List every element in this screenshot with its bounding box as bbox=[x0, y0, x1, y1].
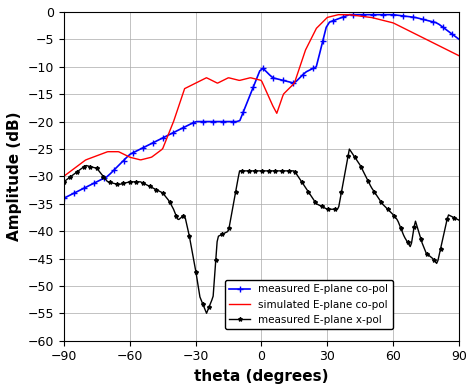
Legend: measured E-plane co-pol, simulated E-plane co-pol, measured E-plane x-pol: measured E-plane co-pol, simulated E-pla… bbox=[225, 280, 392, 329]
simulated E-plane co-pol bbox=[218, 79, 223, 84]
simulated E-plane co-pol bbox=[456, 54, 462, 58]
measured E-plane x-pol bbox=[346, 147, 352, 151]
measured E-plane x-pol bbox=[62, 179, 68, 183]
measured E-plane co-pol bbox=[167, 132, 173, 136]
Line: simulated E-plane co-pol: simulated E-plane co-pol bbox=[64, 15, 459, 176]
X-axis label: theta (degrees): theta (degrees) bbox=[194, 369, 328, 384]
measured E-plane co-pol bbox=[456, 37, 462, 42]
simulated E-plane co-pol bbox=[310, 34, 315, 38]
measured E-plane co-pol bbox=[280, 78, 286, 83]
measured E-plane co-pol bbox=[144, 143, 150, 148]
measured E-plane co-pol bbox=[333, 17, 339, 22]
measured E-plane x-pol bbox=[61, 179, 66, 184]
measured E-plane x-pol bbox=[298, 178, 303, 182]
measured E-plane x-pol bbox=[304, 188, 310, 192]
measured E-plane x-pol bbox=[296, 176, 302, 180]
simulated E-plane co-pol bbox=[109, 149, 114, 154]
simulated E-plane co-pol bbox=[337, 13, 342, 17]
simulated E-plane co-pol bbox=[349, 13, 355, 17]
measured E-plane x-pol bbox=[422, 247, 428, 252]
Line: measured E-plane co-pol: measured E-plane co-pol bbox=[61, 12, 462, 201]
measured E-plane co-pol bbox=[61, 196, 66, 201]
measured E-plane x-pol bbox=[397, 223, 402, 228]
Y-axis label: Amplitude (dB): Amplitude (dB) bbox=[7, 111, 22, 241]
simulated E-plane co-pol bbox=[61, 174, 66, 179]
Line: measured E-plane x-pol: measured E-plane x-pol bbox=[62, 147, 461, 316]
measured E-plane x-pol bbox=[456, 218, 462, 222]
simulated E-plane co-pol bbox=[347, 13, 353, 17]
simulated E-plane co-pol bbox=[190, 83, 195, 87]
measured E-plane co-pol bbox=[447, 30, 452, 34]
measured E-plane co-pol bbox=[346, 13, 352, 17]
measured E-plane x-pol bbox=[204, 311, 210, 316]
measured E-plane co-pol bbox=[376, 13, 382, 17]
